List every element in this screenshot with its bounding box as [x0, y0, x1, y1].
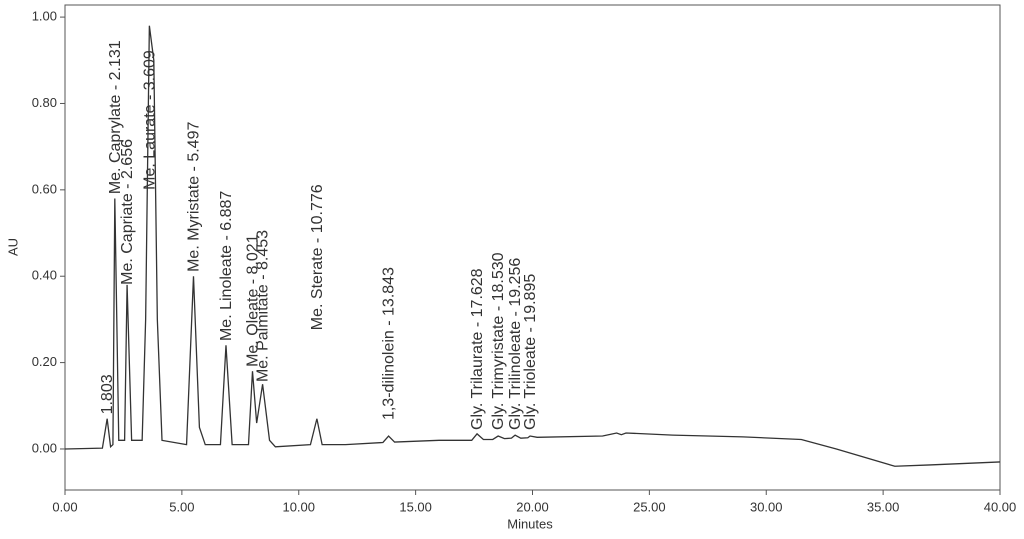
- y-axis-label: AU: [5, 238, 20, 256]
- y-tick-label: 0.60: [32, 181, 57, 196]
- x-tick-label: 35.00: [867, 499, 900, 514]
- x-tick-label: 15.00: [399, 499, 432, 514]
- peak-label: 1,3-dilinolein - 13.843: [381, 267, 398, 420]
- y-tick-label: 0.80: [32, 95, 57, 110]
- x-tick-label: 25.00: [633, 499, 666, 514]
- peak-label: Gly. Trimyristate - 18.530: [490, 252, 507, 430]
- x-tick-label: 0.00: [52, 499, 77, 514]
- peak-label: Me. Caprylate - 2.131: [107, 40, 124, 194]
- peak-label: Me. Oleate - 8.021: [244, 234, 261, 367]
- y-tick-label: 0.40: [32, 268, 57, 283]
- x-tick-label: 10.00: [282, 499, 315, 514]
- peak-label: 1.803: [99, 374, 116, 414]
- trace: [64, 25, 1001, 467]
- peak-label: Gly. Trilinoleate - 19.256: [507, 258, 524, 430]
- peak-label: Me. Capriate - 2.656: [119, 139, 136, 285]
- x-tick-label: 40.00: [984, 499, 1017, 514]
- y-tick-label: 1.00: [32, 9, 57, 24]
- y-tick-label: 0.00: [32, 440, 57, 455]
- peak-label: Gly. Trioleate - 19.895: [522, 274, 539, 430]
- peak-label: Me. Laurate - 3.609: [141, 50, 158, 190]
- peak-label: Gly. Trilaurate - 17.628: [469, 268, 486, 430]
- x-axis-label: Minutes: [507, 516, 553, 531]
- x-tick-label: 30.00: [750, 499, 783, 514]
- peak-label: Me. Linoleate - 6.887: [218, 191, 235, 341]
- y-tick-label: 0.20: [32, 354, 57, 369]
- peak-label: Me. Sterate - 10.776: [309, 184, 326, 330]
- peak-label: Me. Palmitate - 8.453: [255, 230, 272, 382]
- x-tick-label: 20.00: [516, 499, 549, 514]
- x-tick-label: 5.00: [169, 499, 194, 514]
- peak-label: Me. Myristate - 5.497: [185, 122, 202, 272]
